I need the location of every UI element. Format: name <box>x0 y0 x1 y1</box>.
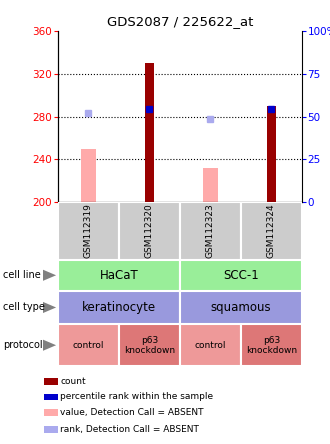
Bar <box>58 324 119 366</box>
Bar <box>58 202 119 260</box>
Bar <box>81 149 96 202</box>
Bar <box>180 202 241 260</box>
Bar <box>267 106 276 202</box>
Bar <box>145 63 154 202</box>
Title: GDS2087 / 225622_at: GDS2087 / 225622_at <box>107 16 253 28</box>
Polygon shape <box>43 340 56 351</box>
Bar <box>180 324 241 366</box>
Text: GSM112319: GSM112319 <box>84 203 93 258</box>
Text: value, Detection Call = ABSENT: value, Detection Call = ABSENT <box>60 408 204 417</box>
Bar <box>44 426 58 433</box>
Text: p63
knockdown: p63 knockdown <box>124 336 175 355</box>
Bar <box>203 168 218 202</box>
Bar <box>119 324 180 366</box>
Bar <box>58 260 180 291</box>
Polygon shape <box>43 270 56 281</box>
Text: count: count <box>60 377 86 386</box>
Bar <box>44 394 58 400</box>
Bar <box>241 202 302 260</box>
Text: GSM112324: GSM112324 <box>267 203 276 258</box>
Text: control: control <box>195 341 226 350</box>
Text: SCC-1: SCC-1 <box>223 269 259 282</box>
Bar <box>58 291 180 324</box>
Polygon shape <box>43 302 56 313</box>
Text: cell type: cell type <box>3 302 45 313</box>
Text: GSM112323: GSM112323 <box>206 203 215 258</box>
Bar <box>180 291 302 324</box>
Text: HaCaT: HaCaT <box>99 269 138 282</box>
Bar <box>119 202 180 260</box>
Text: squamous: squamous <box>211 301 271 314</box>
Bar <box>44 378 58 385</box>
Bar <box>241 324 302 366</box>
Text: cell line: cell line <box>3 270 41 280</box>
Text: percentile rank within the sample: percentile rank within the sample <box>60 392 214 401</box>
Text: rank, Detection Call = ABSENT: rank, Detection Call = ABSENT <box>60 425 199 434</box>
Text: GSM112320: GSM112320 <box>145 203 154 258</box>
Bar <box>44 409 58 416</box>
Text: protocol: protocol <box>3 340 43 350</box>
Text: keratinocyte: keratinocyte <box>82 301 156 314</box>
Bar <box>180 260 302 291</box>
Text: control: control <box>73 341 104 350</box>
Text: p63
knockdown: p63 knockdown <box>246 336 297 355</box>
